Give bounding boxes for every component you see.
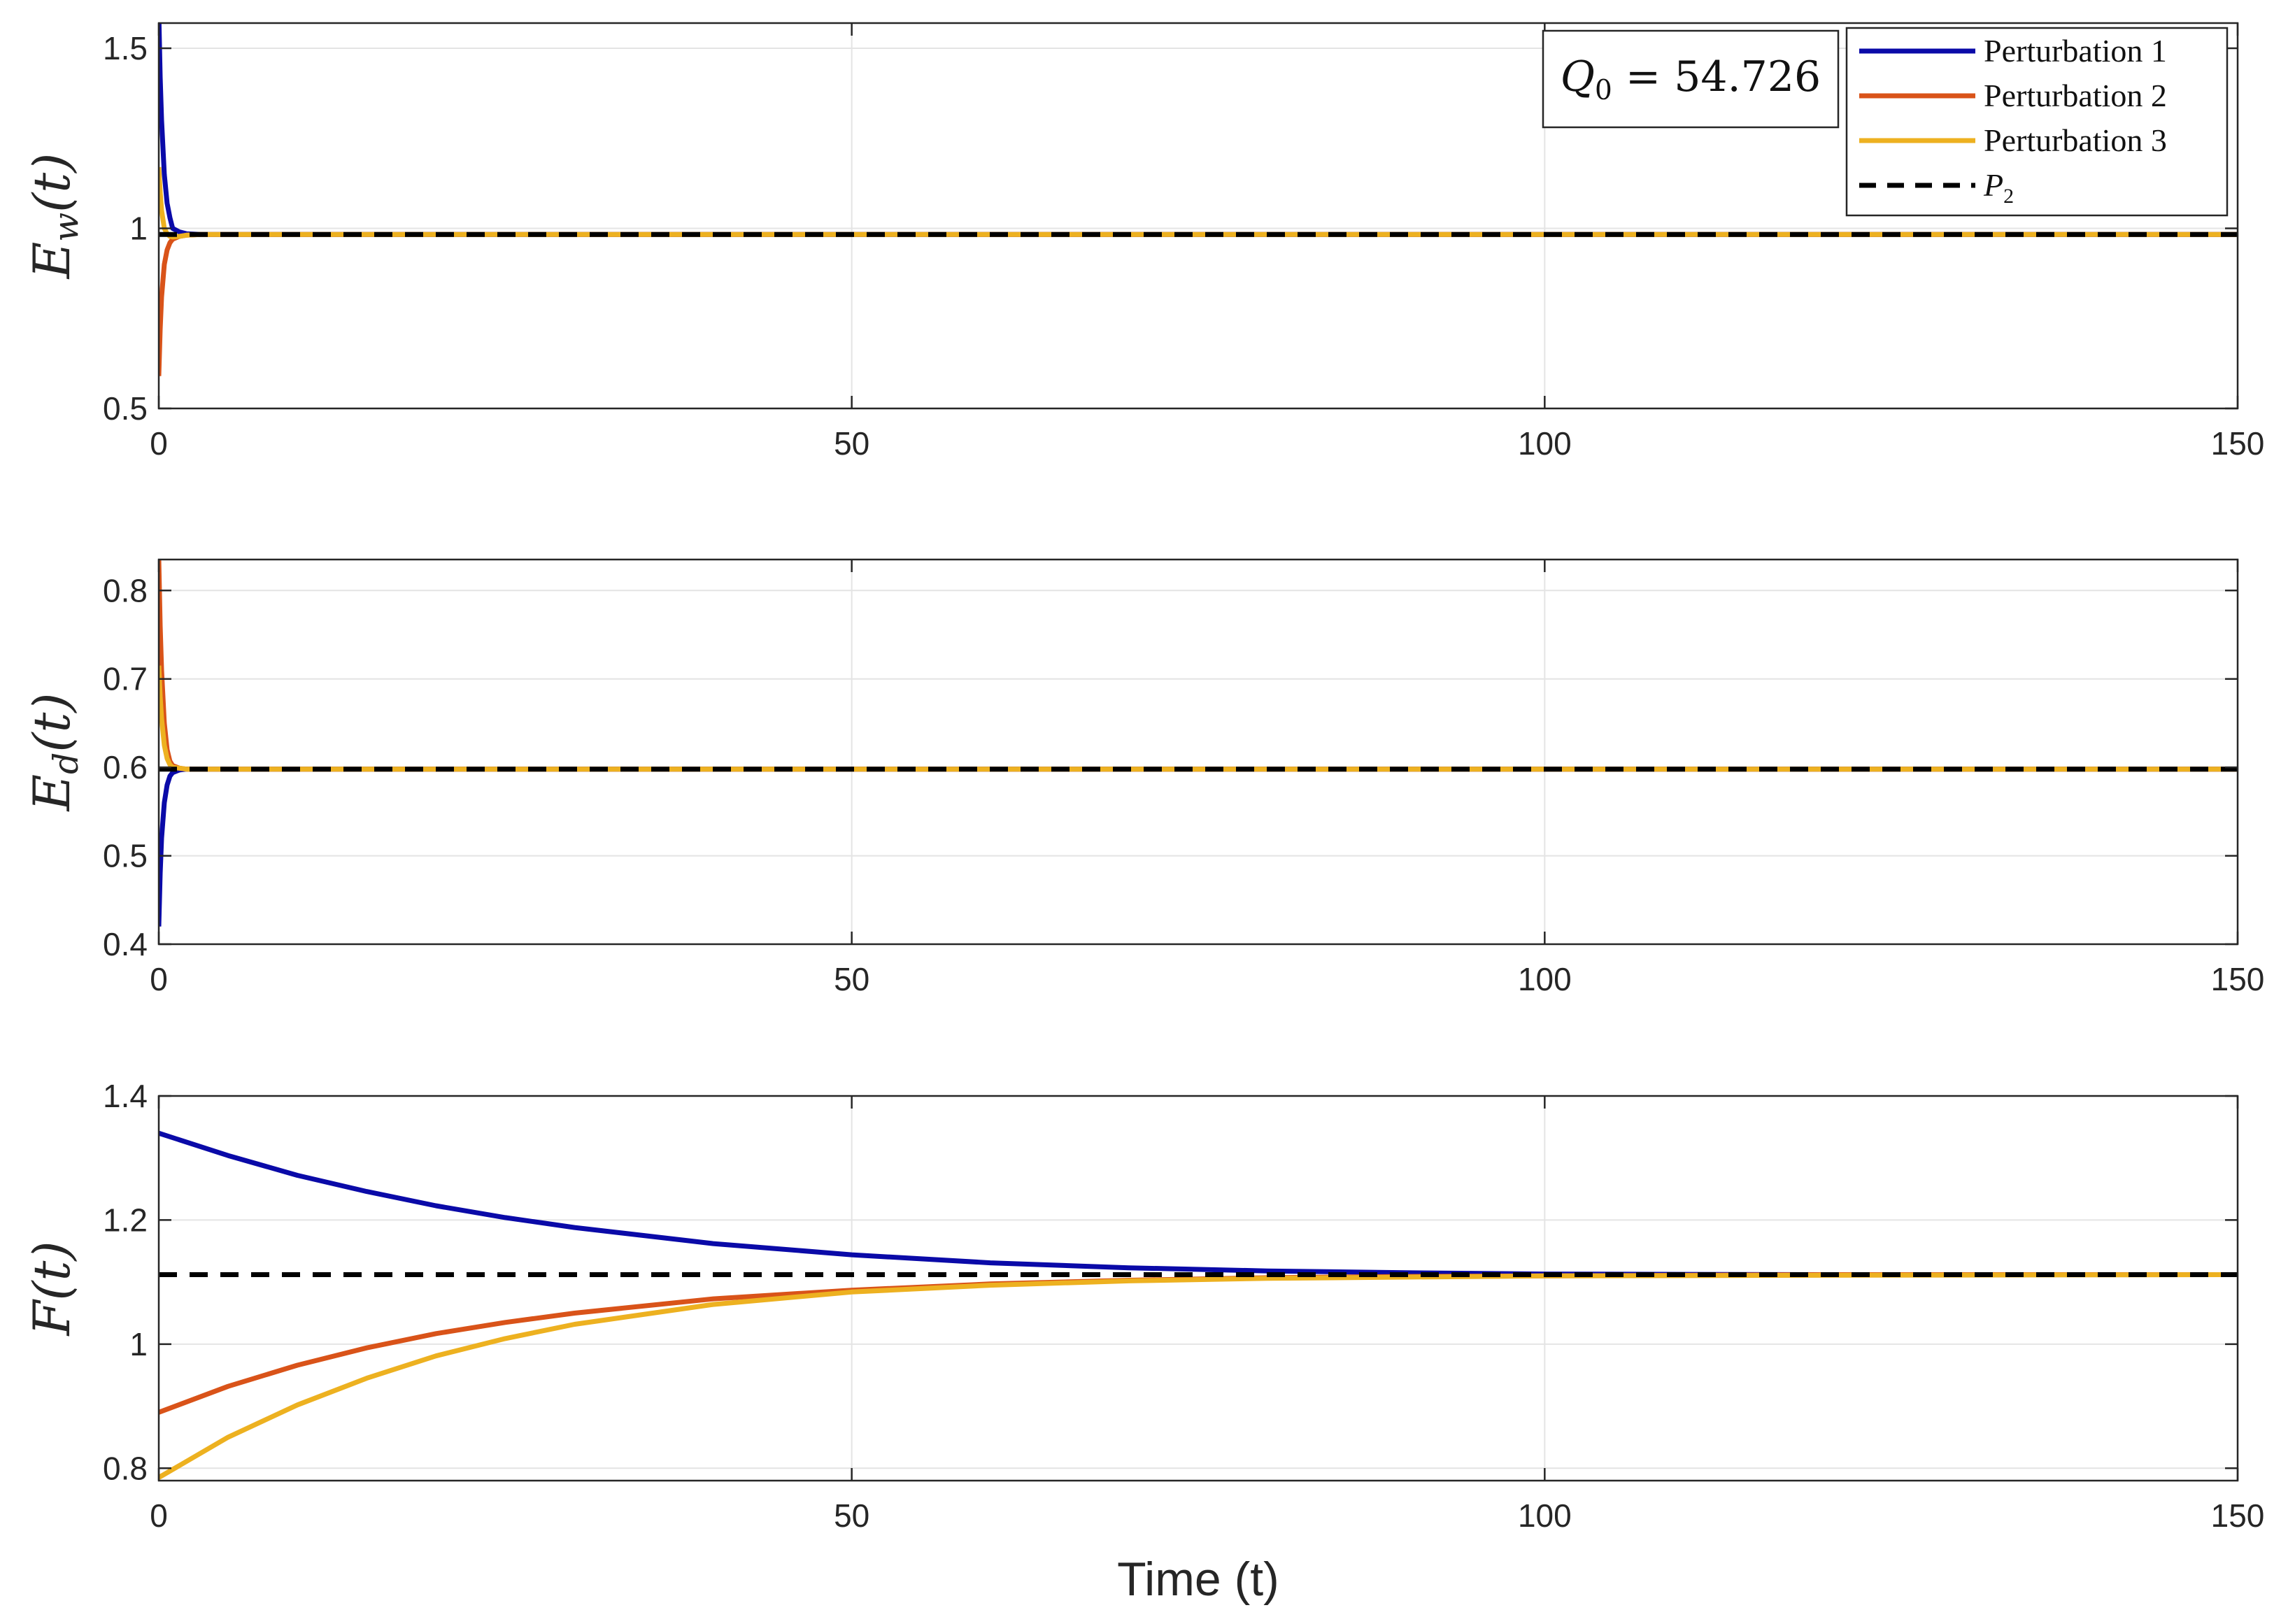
axes-box xyxy=(157,558,2239,946)
chart-panel-3: 0 50 100 150 0.8 1 1.2 1.4 F(t) Time (t) xyxy=(22,1078,2264,1606)
y-tick-label: 0.5 xyxy=(103,390,148,427)
y-tick-label: 1.2 xyxy=(103,1202,148,1238)
legend-label-2: Perturbation 2 xyxy=(1984,78,2167,113)
x-tick-label: 150 xyxy=(2211,425,2265,462)
y-tick-label: 1.4 xyxy=(103,1078,148,1114)
x-tick-label: 50 xyxy=(834,425,869,462)
series-group xyxy=(159,560,2238,927)
x-tick-label: 50 xyxy=(834,1497,869,1534)
series-line-1 xyxy=(159,1130,2238,1277)
x-tick-label: 100 xyxy=(1518,961,1572,997)
y-tick-label: 1.5 xyxy=(103,30,148,66)
axes-box xyxy=(157,1095,2239,1482)
x-tick-label: 0 xyxy=(150,425,168,462)
y-tick-label: 0.6 xyxy=(103,749,148,785)
series-group xyxy=(159,1130,2238,1480)
x-tick-label: 0 xyxy=(150,961,168,997)
x-tick-label: 0 xyxy=(150,1497,168,1534)
legend: Perturbation 1 Perturbation 2 Perturbation… xyxy=(1845,27,2229,217)
legend-frame xyxy=(1845,27,2229,217)
axes-box xyxy=(157,22,2239,410)
y-axis-label: F(t) xyxy=(22,1241,81,1337)
legend-label-4: P2 xyxy=(1983,167,2014,208)
chart-panel-1: 0 50 100 150 0.5 1 1.5 Ew(t) Q0 = 54.726 Perturba… xyxy=(22,22,2265,462)
y-tick-label: 0.4 xyxy=(103,926,148,962)
annotation-box: Q0 = 54.726 xyxy=(1542,29,1840,129)
x-tick-label: 50 xyxy=(834,961,869,997)
x-tick-label: 100 xyxy=(1518,1497,1572,1534)
y-axis-label: Ew(t) xyxy=(22,153,86,280)
chart-panel-2: 0 50 100 150 0.4 0.5 0.6 0.7 0.8 Ed(t) xyxy=(22,558,2265,997)
series-group xyxy=(159,23,2238,376)
y-tick-label: 0.8 xyxy=(103,572,148,608)
y-axis-label: Ed(t) xyxy=(22,692,86,812)
series-line-3 xyxy=(159,1272,2238,1480)
annotation-frame xyxy=(1542,29,1840,129)
y-tick-label: 0.7 xyxy=(103,661,148,697)
x-tick-label: 150 xyxy=(2211,961,2265,997)
x-tick-label: 150 xyxy=(2211,1497,2265,1534)
y-tick-label: 0.5 xyxy=(103,838,148,874)
annotation-text: Q0 = 54.726 xyxy=(1561,52,1821,106)
plot-area xyxy=(159,560,2238,944)
y-tick-label: 1 xyxy=(129,1326,148,1362)
x-tick-label: 100 xyxy=(1518,425,1572,462)
x-axis-label: Time (t) xyxy=(1117,1553,1279,1606)
legend-label-3: Perturbation 3 xyxy=(1984,122,2167,158)
y-tick-label: 0.8 xyxy=(103,1450,148,1486)
y-tick-label: 1 xyxy=(129,211,148,247)
plot-area xyxy=(159,1096,2238,1481)
legend-label-1: Perturbation 1 xyxy=(1984,33,2167,69)
